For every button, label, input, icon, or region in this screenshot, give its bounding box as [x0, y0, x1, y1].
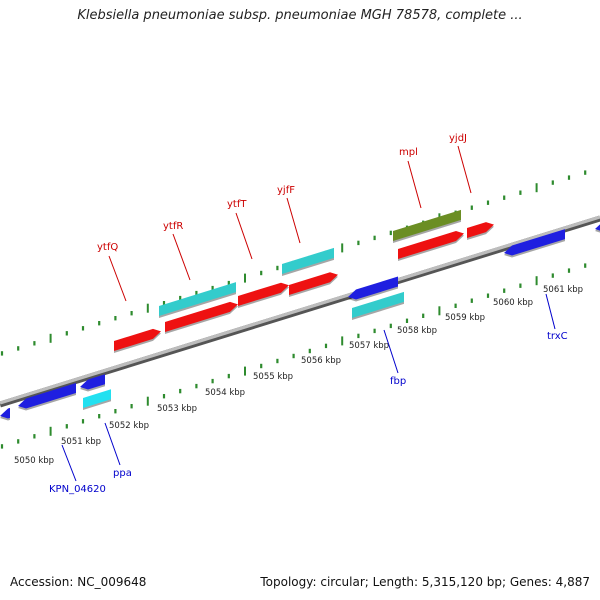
gene-arrow: [393, 209, 461, 243]
gene-label-yjff: yjfF: [277, 185, 301, 244]
kbp-label: 5051 kbp: [61, 437, 101, 447]
kbp-labels: 5050 kbp 5051 kbp 5052 kbp 5053 kbp 5054 kbp…: [14, 285, 583, 466]
gene-arrow-body: [80, 374, 105, 390]
gene-label-ytft: ytfT: [227, 199, 253, 260]
map-title: Klebsiella pneumoniae subsp. pneumoniae …: [77, 8, 523, 23]
gene-name: ppa: [113, 468, 132, 479]
gene-arrow-body: [352, 291, 404, 318]
kbp-label: 5053 kbp: [157, 404, 197, 414]
kbp-label: 5061 kbp: [543, 285, 583, 295]
gene-features: [0, 209, 600, 421]
leader-line: [104, 422, 121, 466]
kbp-label: 5057 kbp: [349, 341, 389, 351]
kbp-label: 5060 kbp: [493, 298, 533, 308]
gene-arrow: [83, 389, 111, 410]
gene-arrow-body: [504, 229, 565, 256]
topology-text: Topology: circular; Length: 5,315,120 bp…: [260, 575, 590, 589]
gene-label-kpn-04620: KPN_04620: [49, 444, 106, 495]
leader-line: [383, 329, 399, 374]
kbp-label: 5052 kbp: [109, 421, 149, 431]
gene-label-fbp: fbp: [383, 329, 406, 387]
kbp-label: 5058 kbp: [397, 326, 437, 336]
gene-label-mpl: mpl: [399, 147, 422, 209]
gene-arrow: [504, 229, 565, 258]
gene-arrow: [595, 222, 600, 235]
gene-name: yjdJ: [449, 133, 467, 144]
gene-arrow: [0, 407, 10, 421]
gene-name: yjfF: [277, 185, 295, 196]
gene-label-yjdj: yjdJ: [449, 133, 472, 194]
gene-name: trxC: [547, 331, 568, 342]
gene-arrow: [159, 282, 236, 318]
kbp-label: 5059 kbp: [445, 313, 485, 323]
gene-arrow-body: [165, 301, 238, 332]
gene-arrow: [282, 247, 334, 276]
kbp-label: 5056 kbp: [301, 356, 341, 366]
kbp-label: 5055 kbp: [253, 372, 293, 382]
gene-arrow: [238, 282, 289, 308]
gene-label-ytfq: ytfQ: [97, 242, 127, 302]
gene-arrow-body: [348, 276, 398, 300]
leader-line: [108, 255, 127, 302]
gene-arrow: [18, 383, 76, 411]
kbp-label: 5054 kbp: [205, 388, 245, 398]
backbone-line: [0, 215, 600, 405]
gene-arrow: [348, 276, 398, 302]
gene-name: ytfQ: [97, 242, 118, 253]
gene-arrow: [80, 374, 105, 392]
gene-name: mpl: [399, 147, 418, 158]
gene-arrow-body: [0, 407, 10, 419]
gene-arrow: [352, 291, 404, 320]
gene-arrow-body: [238, 282, 289, 306]
gene-arrow-body: [467, 222, 494, 238]
gene-arrow: [467, 222, 494, 240]
leader-line: [235, 212, 253, 260]
gene-label-trxc: trxC: [545, 293, 568, 342]
gene-name: KPN_04620: [49, 484, 106, 495]
kbp-label: 5050 kbp: [14, 456, 54, 466]
gene-arrow-body: [282, 247, 334, 274]
leader-line: [407, 160, 422, 209]
gene-label-ppa: ppa: [104, 422, 132, 479]
accession-text: Accession: NC_009648: [10, 575, 147, 589]
gene-labels: ytfQ ytfR ytfT yjfF mpl yjdJ KPN_04620 ppa fbp tr…: [49, 133, 568, 495]
gene-name: fbp: [390, 376, 406, 387]
leader-line: [172, 233, 191, 281]
leader-line: [286, 197, 301, 244]
gene-arrow-body: [83, 389, 111, 408]
leader-line: [545, 293, 556, 330]
gene-arrow-body: [289, 272, 338, 295]
gene-arrow-body: [398, 231, 464, 259]
gene-arrow-body: [159, 282, 236, 316]
gene-arrow: [165, 301, 238, 334]
gene-arrow-body: [114, 328, 161, 351]
gene-arrow: [289, 272, 338, 297]
gene-name: ytfT: [227, 199, 247, 210]
gene-arrow-body: [18, 383, 76, 409]
leader-line: [61, 444, 77, 482]
gene-arrow: [398, 231, 464, 261]
gene-arrow-body: [595, 222, 600, 233]
leader-line: [457, 145, 472, 194]
reverse-tick-row: [0, 263, 587, 449]
gene-arrow: [114, 328, 161, 353]
backbone: [0, 215, 600, 408]
gene-label-ytfr: ytfR: [163, 221, 191, 281]
gene-name: ytfR: [163, 221, 183, 232]
gene-arrow-body: [393, 209, 461, 241]
